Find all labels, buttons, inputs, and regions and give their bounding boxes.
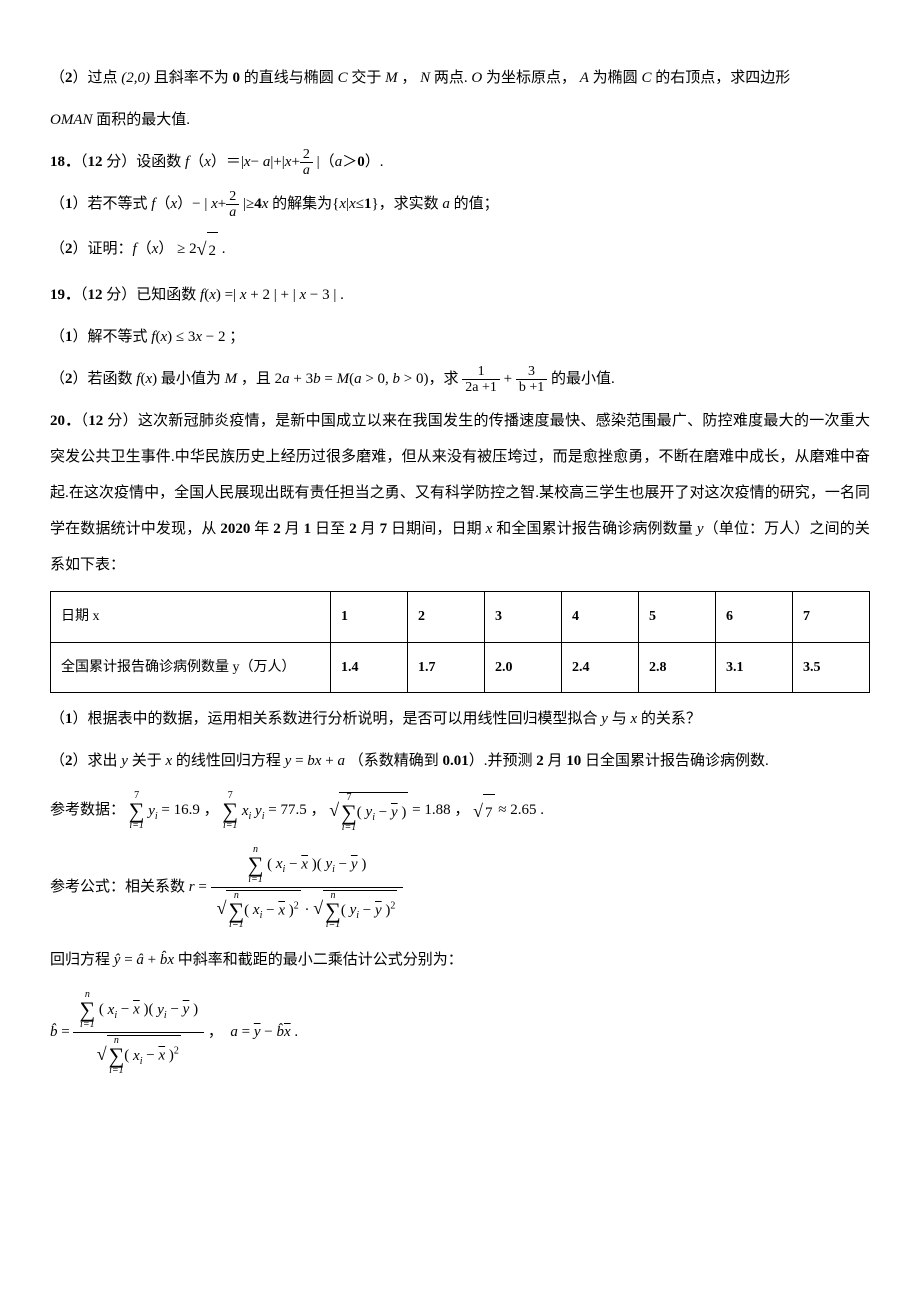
q18-sqrt-radicand: 2 [207,232,219,269]
row1-label: 日期 x [51,592,331,643]
q18-part2: （2）证明：f（x） ≥ 22 . [50,228,870,271]
col-7: 7 [793,592,870,643]
val-3: 2.0 [485,642,562,693]
q19-part2: （2）若函数 f(x) 最小值为 M ，且 2a + 3b = M(a > 0,… [50,361,870,397]
col-4: 4 [562,592,639,643]
q18-frac-num: 2 [300,147,313,163]
refformula-label: 参考公式：相关系数 r = [50,879,211,895]
q19-part1: （1）解不等式 f(x) ≤ 3x − 2 ； [50,319,870,355]
table-row: 日期 x 1 2 3 4 5 6 7 [51,592,870,643]
q20-refdata: 参考数据： 7∑i=1 yi = 16.9 ， 7∑i=1 xi yi = 77… [50,789,870,832]
col-1: 1 [331,592,408,643]
q20-data-table: 日期 x 1 2 3 4 5 6 7 全国累计报告确诊病例数量 y（万人） 1.… [50,591,870,693]
row2-label: 全国累计报告确诊病例数量 y（万人） [51,642,331,693]
val-2: 1.7 [408,642,485,693]
table-row: 全国累计报告确诊病例数量 y（万人） 1.4 1.7 2.0 2.4 2.8 3… [51,642,870,693]
q17-part2-line2: OMAN 面积的最大值. [50,102,870,138]
q20-intro: 20．（12 分）这次新冠肺炎疫情，是新中国成立以来在我国发生的传播速度最快、感… [50,403,870,583]
val-4: 2.4 [562,642,639,693]
col-3: 3 [485,592,562,643]
q20-regression-label: 回归方程 ŷ = â + b̂x 中斜率和截距的最小二乘估计公式分别为： [50,942,870,978]
q18-part1: （1）若不等式 f（x）− | x+2a |≥4x 的解集为{x|x≤1}，求实… [50,186,870,222]
q18-frac-den: a [300,163,313,178]
q17-part2-line1: （2）过点 (2,0) 且斜率不为 0 的直线与椭圆 C 交于 M ， N 两点… [50,60,870,96]
val-7: 3.5 [793,642,870,693]
col-2: 2 [408,592,485,643]
q20-refformula: 参考公式：相关系数 r = n∑i=1 ( xi − x )( yi − y )… [50,843,870,933]
q20-part2: （2）求出 y 关于 x 的线性回归方程 y = bx + a （系数精确到 0… [50,743,870,779]
col-6: 6 [716,592,793,643]
val-6: 3.1 [716,642,793,693]
col-5: 5 [639,592,716,643]
q18-header: 18．（12 分）设函数 f（x）＝|x− a|+|x+2a |（a＞0）. [50,144,870,180]
q20-regression-formula: b̂ = n∑i=1 ( xi − x )( yi − y ) n∑i=1( x… [50,988,870,1078]
refdata-label: 参考数据： [50,803,125,819]
q20-part1: （1）根据表中的数据，运用相关系数进行分析说明，是否可以用线性回归模型拟合 y … [50,701,870,737]
q19-header: 19．（12 分）已知函数 f(x) =| x + 2 | + | x − 3 … [50,277,870,313]
val-5: 2.8 [639,642,716,693]
val-1: 1.4 [331,642,408,693]
q17-part2-text: （2）过点 (2,0) 且斜率不为 0 的直线与椭圆 C 交于 M ， N 两点… [50,70,790,86]
